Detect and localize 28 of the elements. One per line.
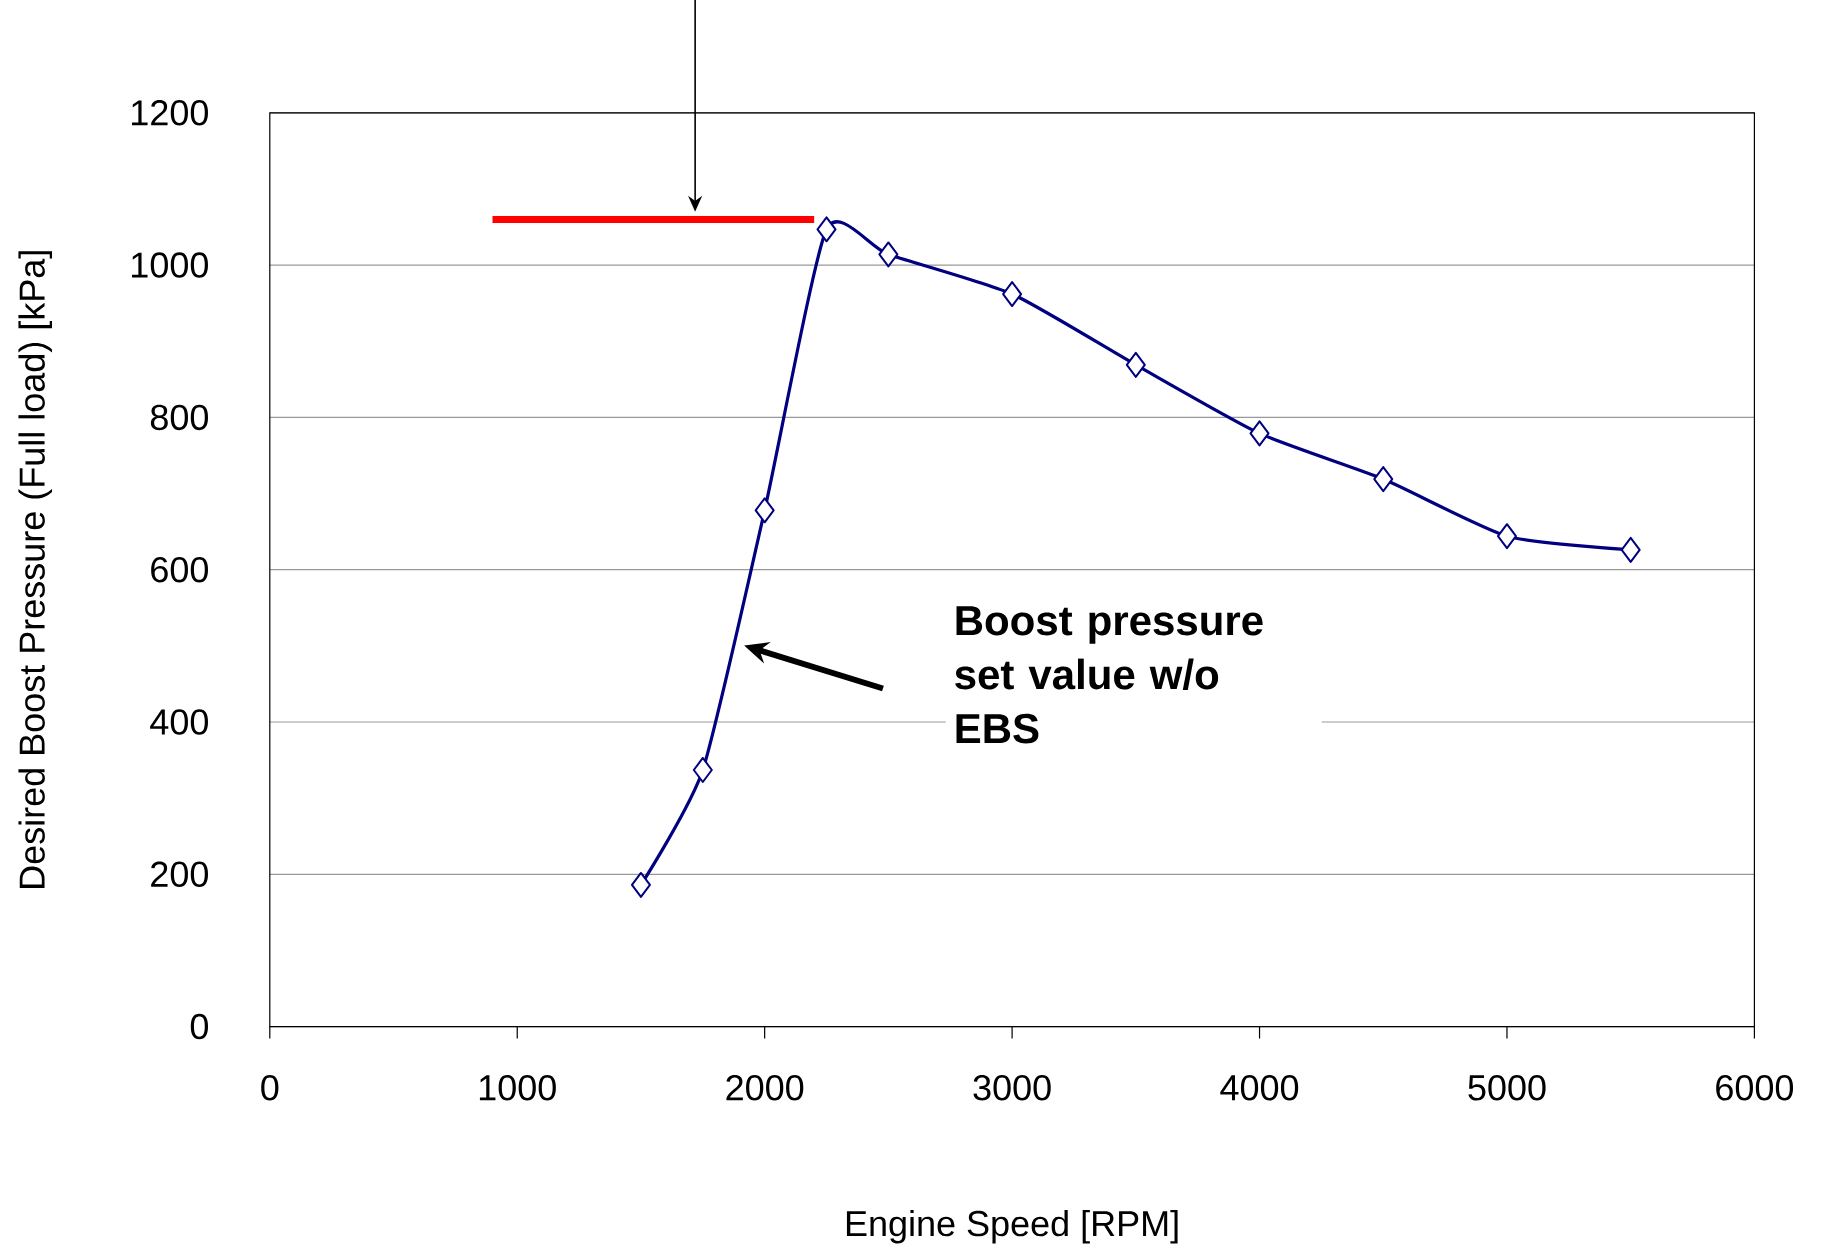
y-tick-label: 200 [151, 861, 208, 888]
x-tick-label: 6000 [1716, 1074, 1794, 1101]
point [1373, 466, 1394, 493]
point [878, 241, 899, 268]
annotation: Boost pressure set value w/o EBS [955, 606, 1263, 744]
point [1249, 420, 1270, 447]
point [754, 497, 775, 524]
y-axis-title: Desired Boost Pressure (Full load) [kPa] [18, 251, 52, 888]
point [1496, 523, 1517, 550]
point [692, 756, 713, 783]
y-tick-label: 600 [151, 556, 208, 583]
point [1620, 536, 1641, 563]
point [1125, 351, 1146, 378]
x-tick-label: 1000 [479, 1074, 556, 1101]
y-tick-label: 400 [150, 709, 208, 735]
point [816, 216, 837, 243]
y-tick-label: 1000 [132, 252, 208, 278]
x-axis-title: Engine Speed [RPM] [846, 1209, 1178, 1244]
x-tick-label: 5000 [1468, 1074, 1546, 1101]
y-tick-label: 1200 [132, 100, 208, 126]
x-tick-label: 4000 [1220, 1074, 1299, 1101]
point [630, 871, 651, 898]
x-tick-label: 2000 [726, 1074, 804, 1101]
y-tick-label: 0 [190, 1013, 209, 1040]
y-tick-label: 800 [150, 404, 208, 431]
point [1002, 281, 1023, 308]
x-tick-label: 3000 [973, 1074, 1051, 1101]
x-tick-label: 0 [261, 1074, 279, 1101]
